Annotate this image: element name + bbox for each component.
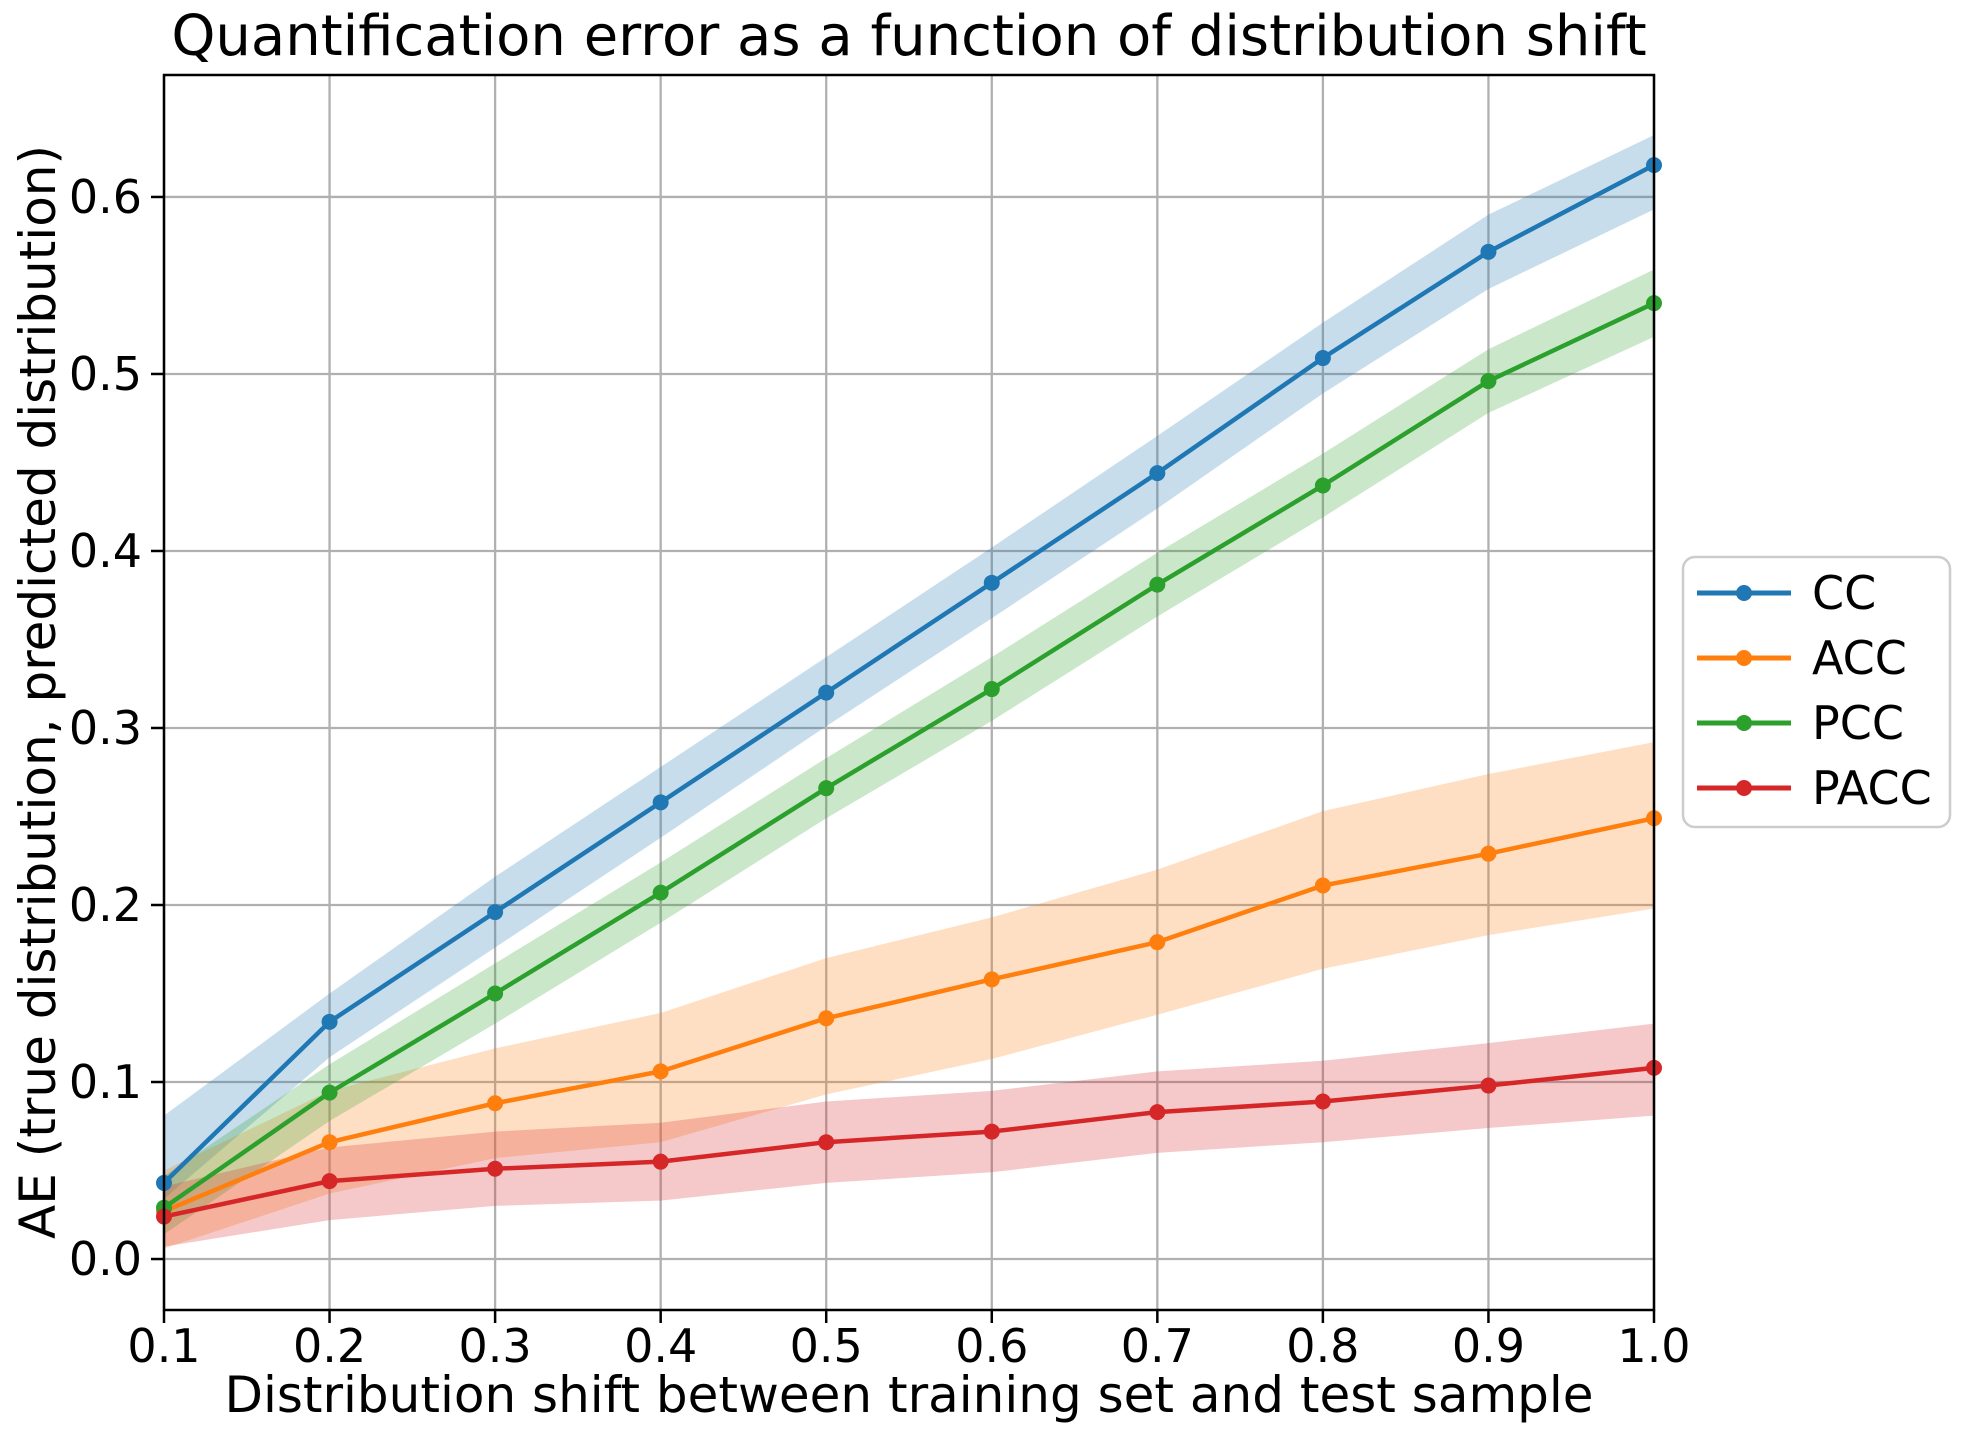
x-axis-label: Distribution shift between training set … [224, 1366, 1593, 1424]
data-point-acc [1314, 877, 1331, 894]
data-point-pcc [487, 985, 504, 1002]
data-point-pcc [983, 681, 1000, 698]
data-point-pacc [487, 1160, 504, 1177]
data-point-cc [652, 794, 669, 811]
y-tick-label: 0.1 [69, 1055, 142, 1109]
data-point-cc [818, 684, 835, 701]
plot-border [162, 73, 1656, 1312]
data-point-cc [1480, 243, 1497, 260]
data-point-acc [1480, 845, 1497, 862]
data-point-pacc [1314, 1093, 1331, 1110]
chart-title: Quantification error as a function of di… [171, 4, 1646, 69]
y-tick-label: 0.5 [69, 347, 142, 401]
data-point-pcc [1314, 477, 1331, 494]
x-tick-label: 0.6 [955, 1319, 1028, 1373]
data-point-acc [652, 1063, 669, 1080]
legend-label-pacc: PACC [1812, 761, 1932, 815]
x-tick-label: 0.1 [127, 1319, 200, 1373]
confidence-band-acc [164, 742, 1654, 1249]
data-point-pacc [818, 1134, 835, 1151]
data-point-pcc [1480, 373, 1497, 390]
y-tick-label: 0.0 [69, 1232, 142, 1286]
y-axis-label: AE (true distribution, predicted distrib… [9, 145, 67, 1239]
data-point-acc [983, 971, 1000, 988]
legend-marker-pcc [1736, 715, 1752, 731]
legend-box [1681, 555, 1952, 829]
x-tick-label: 0.5 [790, 1319, 863, 1373]
series-line-acc [161, 816, 1657, 1214]
series-line-pcc [161, 300, 1657, 1210]
x-tick-label: 0.8 [1286, 1319, 1359, 1373]
data-point-pacc [321, 1173, 338, 1190]
y-tick-label: 0.6 [69, 170, 142, 224]
legend-label-cc: CC [1812, 566, 1876, 620]
data-point-acc [818, 1010, 835, 1027]
data-point-acc [321, 1134, 338, 1151]
confidence-band-cc [164, 135, 1654, 1199]
series-line-cc [161, 162, 1657, 1186]
data-point-cc [487, 904, 504, 921]
legend: CC ACC PCC PACC [1681, 555, 1952, 829]
legend-marker-cc [1736, 585, 1752, 601]
series-lines [161, 162, 1657, 1219]
x-tick-label: 0.2 [293, 1319, 366, 1373]
data-point-pacc [983, 1123, 1000, 1140]
legend-marker-acc [1736, 650, 1752, 666]
axis-ticks [151, 195, 1656, 1323]
data-point-pcc [818, 780, 835, 797]
data-point-acc [487, 1095, 504, 1112]
x-tick-labels: 0.1 0.2 0.3 0.4 0.5 0.6 0.7 0.8 0.9 1.0 [127, 1319, 1690, 1373]
x-tick-label: 0.7 [1121, 1319, 1194, 1373]
data-point-pacc [1149, 1104, 1166, 1121]
data-point-cc [321, 1013, 338, 1030]
x-tick-label: 0.3 [459, 1319, 532, 1373]
data-point-pcc [321, 1084, 338, 1101]
x-tick-label: 0.4 [624, 1319, 697, 1373]
y-tick-labels: 0.0 0.1 0.2 0.3 0.4 0.5 0.6 [69, 170, 142, 1286]
legend-entries: CC ACC PCC PACC [1697, 566, 1932, 815]
legend-marker-pacc [1736, 780, 1752, 796]
data-point-pcc [1149, 576, 1166, 593]
data-point-cc [1314, 350, 1331, 367]
data-point-pacc [652, 1153, 669, 1170]
data-point-acc [1149, 934, 1166, 951]
y-tick-label: 0.2 [69, 878, 142, 932]
series-markers [156, 157, 1662, 1225]
legend-label-acc: ACC [1812, 631, 1907, 685]
y-tick-label: 0.4 [69, 524, 142, 578]
data-point-cc [983, 574, 1000, 591]
x-tick-label: 1.0 [1617, 1319, 1690, 1373]
legend-label-pcc: PCC [1812, 696, 1904, 750]
x-tick-label: 0.9 [1452, 1319, 1525, 1373]
data-point-pacc [1480, 1077, 1497, 1094]
y-tick-label: 0.3 [69, 701, 142, 755]
data-point-pcc [652, 884, 669, 901]
series-line-pacc [161, 1065, 1657, 1219]
data-point-cc [1149, 465, 1166, 482]
